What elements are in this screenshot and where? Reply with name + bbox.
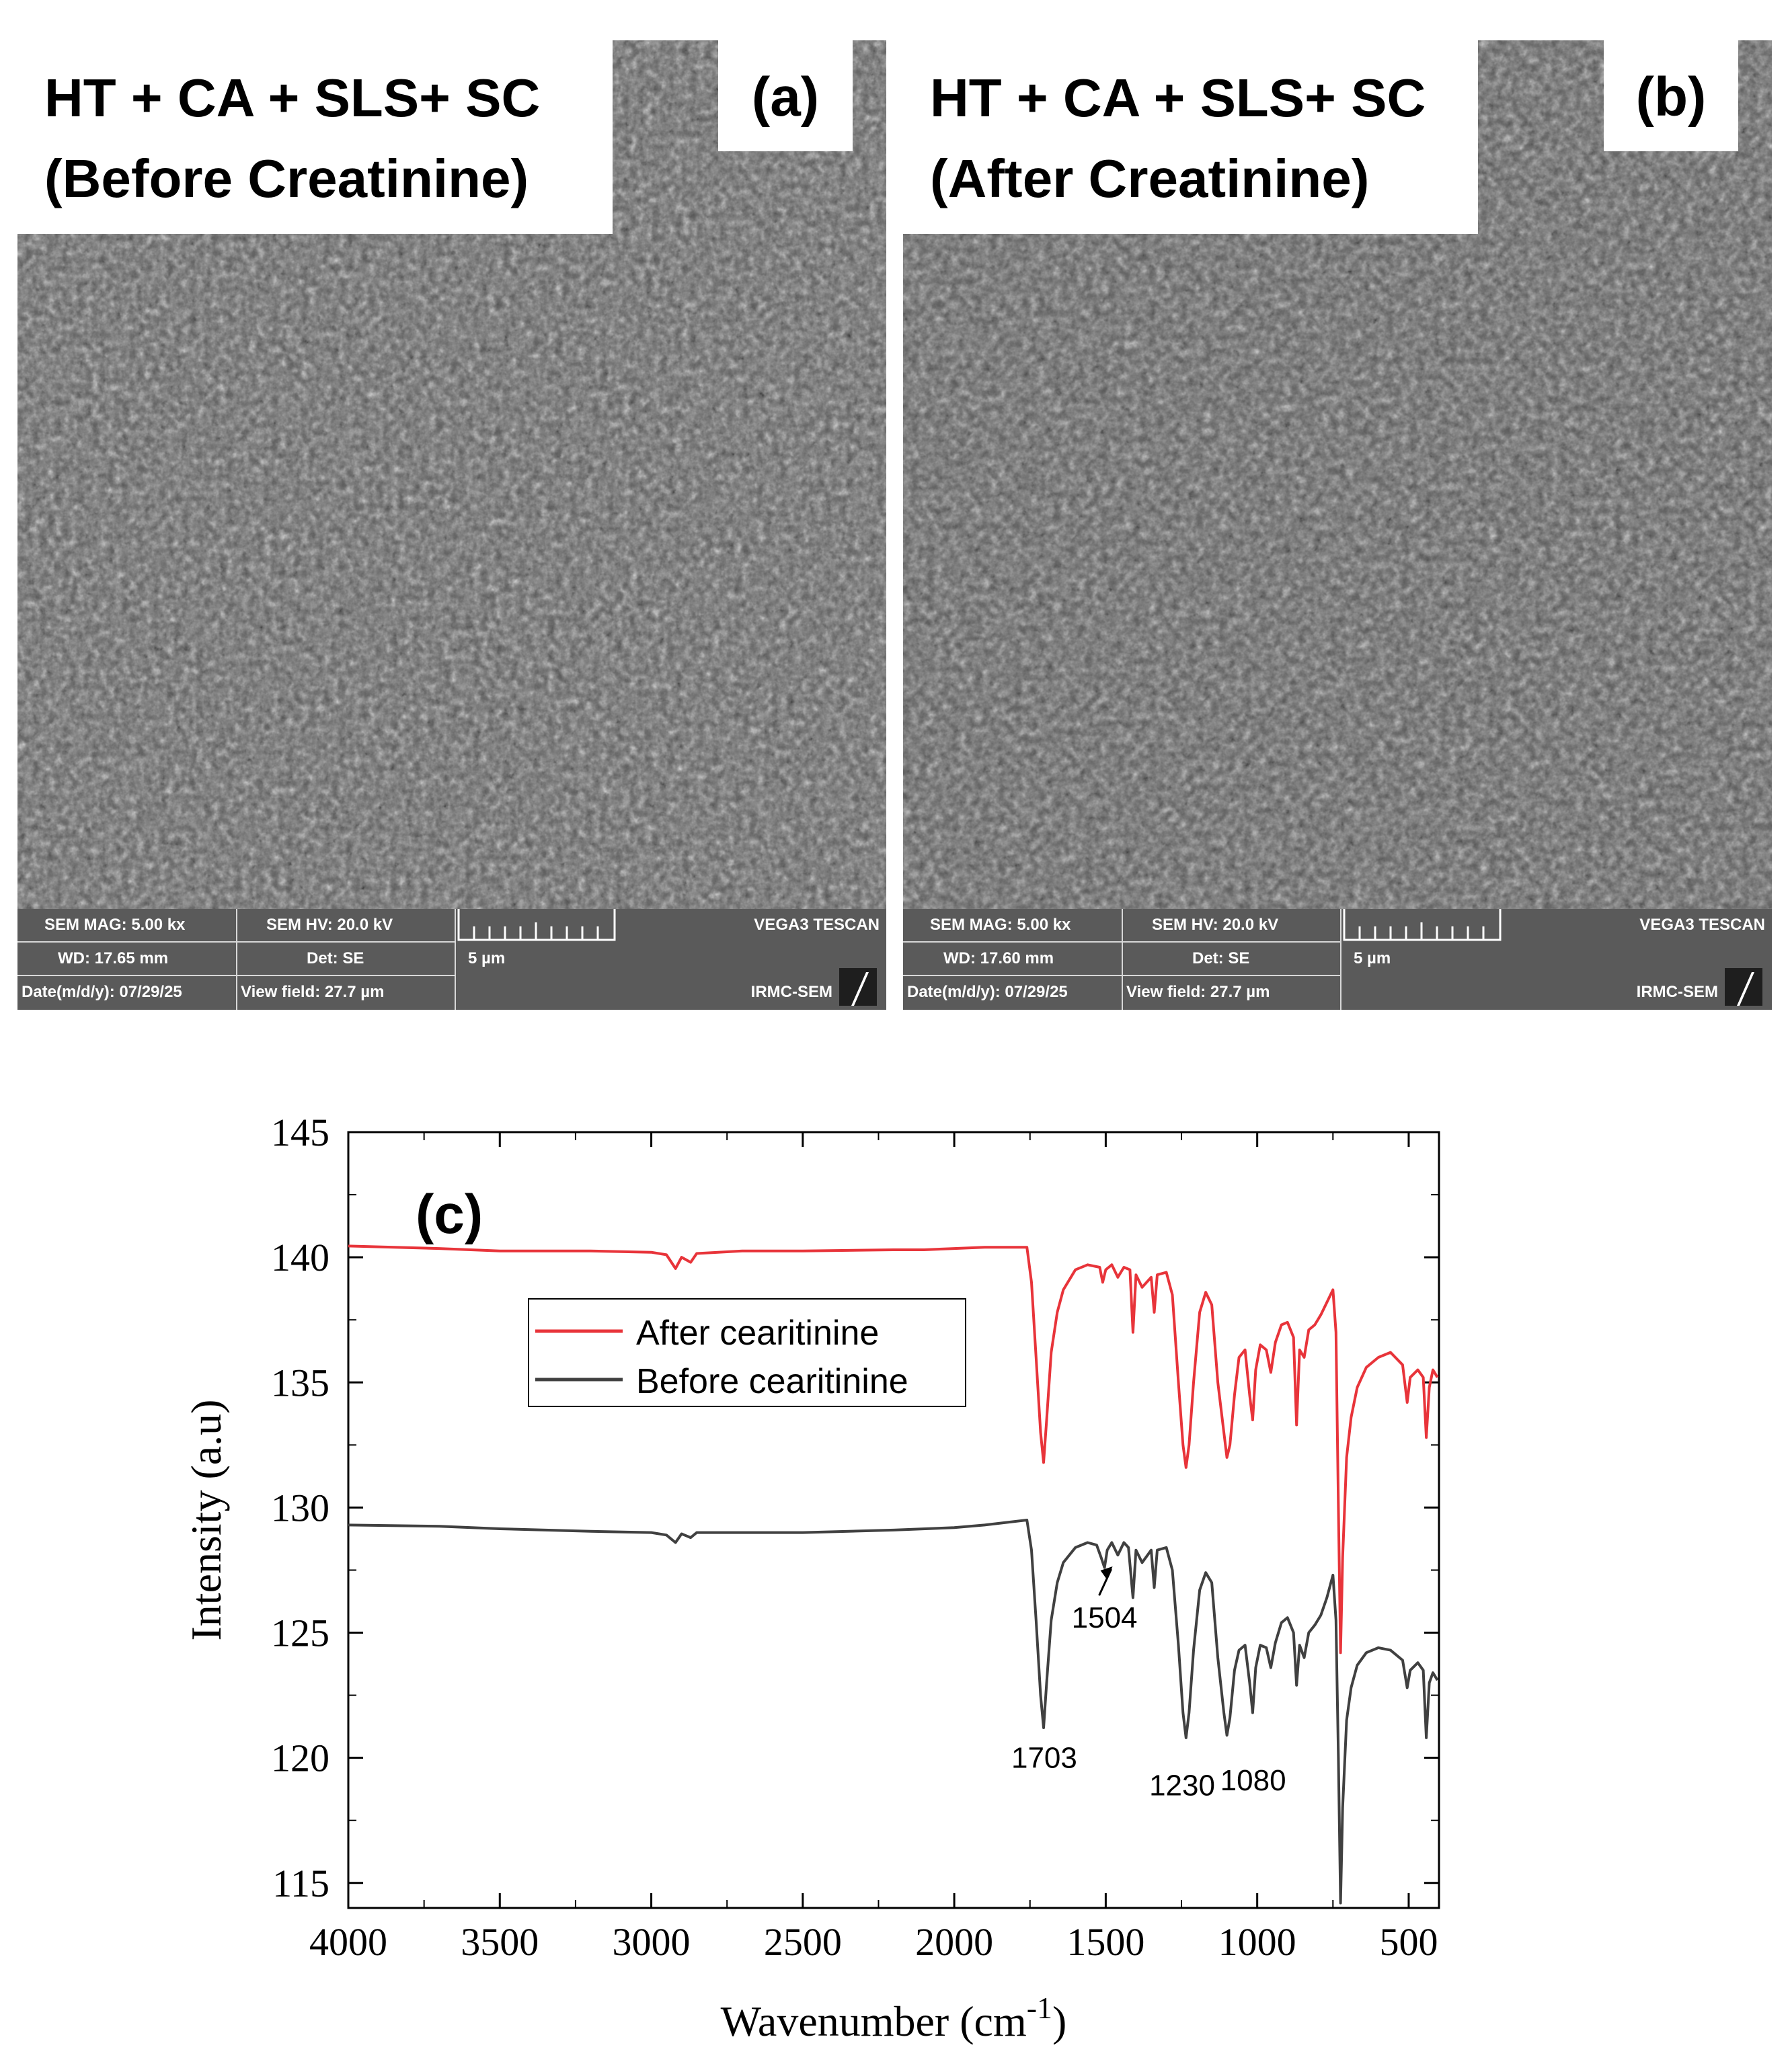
y-tick-label: 125 (271, 1611, 329, 1655)
caption-line2-b: (After Creatinine) (930, 149, 1370, 208)
lab-name: IRMC-SEM (750, 983, 832, 1001)
x-axis-label: Wavenumber (cm-1) (721, 1991, 1067, 2045)
letter-box-b: (b) (1604, 40, 1738, 151)
view-field: View field: 27.7 µm (241, 983, 385, 1001)
chart-axes (347, 1131, 1440, 1909)
y-tick-label: 140 (271, 1236, 329, 1279)
peak-label: 1504 (1072, 1601, 1138, 1634)
x-tick-label: 1500 (1066, 1920, 1144, 1964)
sem-panel-a: HT + CA + SLS+ SC (Before Creatinine) (a… (17, 40, 886, 1010)
chart-labels: 4000 3500 3000 2500 2000 1500 1000 500 115 120 125… (182, 1111, 1438, 2045)
x-tick-label: 2000 (915, 1920, 993, 1964)
y-axis-label: Intensity (a.u) (182, 1400, 230, 1641)
panel-letter-a: (a) (751, 67, 820, 128)
acq-date: Date(m/d/y): 07/29/25 (907, 983, 1068, 1001)
info-divider (1122, 909, 1123, 1010)
acq-date: Date(m/d/y): 07/29/25 (22, 983, 182, 1001)
caption-line1-b: HT + CA + SLS+ SC (930, 68, 1426, 128)
plot-frame (347, 1131, 1440, 1909)
detector: Det: SE (1192, 949, 1250, 967)
caption-box-b: HT + CA + SLS+ SC (After Creatinine) (903, 40, 1478, 234)
scale-bar (1343, 909, 1502, 941)
x-tick-label: 1000 (1218, 1920, 1296, 1964)
x-tick-label: 2500 (764, 1920, 842, 1964)
scale-label: 5 µm (468, 949, 506, 967)
y-tick-label: 145 (271, 1111, 329, 1154)
x-tick-label: 3500 (461, 1920, 539, 1964)
working-distance: WD: 17.65 mm (58, 949, 169, 967)
series-line-after (348, 1244, 1439, 1655)
panel-letter-b: (b) (1635, 67, 1707, 128)
peak-label: 1080 (1220, 1764, 1286, 1797)
lab-name: IRMC-SEM (1636, 983, 1718, 1001)
info-divider (455, 909, 456, 1010)
sem-info-bar-a: SEM MAG: 5.00 kx SEM HV: 20.0 kV VEGA3 T… (17, 909, 886, 1010)
legend-label: Before cearitinine (636, 1362, 908, 1401)
y-tick-label: 115 (272, 1862, 329, 1905)
detector: Det: SE (307, 949, 364, 967)
info-divider (1340, 909, 1341, 1010)
x-tick-label: 3000 (613, 1920, 691, 1964)
letter-box-a: (a) (718, 40, 853, 151)
peak-label: 1230 (1149, 1769, 1215, 1802)
peak-arrowhead (1100, 1566, 1113, 1581)
scale-label: 5 µm (1354, 949, 1391, 967)
sem-panel-b: HT + CA + SLS+ SC (After Creatinine) (b)… (903, 40, 1772, 1010)
view-field: View field: 27.7 µm (1126, 983, 1270, 1001)
y-tick-label: 120 (271, 1737, 329, 1780)
sem-hv: SEM HV: 20.0 kV (266, 916, 393, 934)
sem-hv: SEM HV: 20.0 kV (1152, 916, 1279, 934)
caption-box-a: HT + CA + SLS+ SC (Before Creatinine) (17, 40, 613, 234)
caption-line2-a: (Before Creatinine) (44, 149, 529, 208)
tescan-logo-icon (839, 968, 877, 1006)
instrument: VEGA3 TESCAN (1639, 916, 1765, 934)
scale-bar (457, 909, 616, 941)
legend-box (528, 1298, 966, 1407)
sem-info-bar-b: SEM MAG: 5.00 kx SEM HV: 20.0 kV VEGA3 T… (903, 909, 1772, 1010)
info-divider (236, 909, 237, 1010)
sem-mag: SEM MAG: 5.00 kx (44, 916, 186, 934)
y-tick-label: 130 (271, 1486, 329, 1529)
instrument: VEGA3 TESCAN (754, 916, 880, 934)
legend-label: After cearitinine (636, 1314, 879, 1353)
series-line-before (348, 1519, 1439, 1905)
chart-series (348, 1244, 1439, 1905)
sem-mag: SEM MAG: 5.00 kx (930, 916, 1071, 934)
y-tick-label: 135 (271, 1361, 329, 1404)
peak-label: 1703 (1011, 1742, 1077, 1775)
panel-label-c: (c) (416, 1184, 483, 1245)
caption-line1-a: HT + CA + SLS+ SC (44, 68, 541, 128)
x-tick-label: 4000 (309, 1920, 387, 1964)
tescan-logo-icon (1725, 968, 1762, 1006)
ftir-chart: 4000 3500 3000 2500 2000 1500 1000 500 115 120 125… (182, 1111, 1440, 2045)
x-tick-label: 500 (1379, 1920, 1438, 1964)
working-distance: WD: 17.60 mm (943, 949, 1054, 967)
